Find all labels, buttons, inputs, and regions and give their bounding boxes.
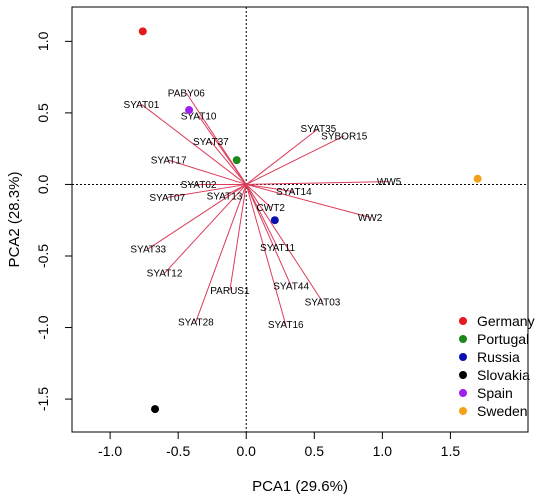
loading-vector-labels: PABY06 SYAT01 SYAT10 SYAT37 SYAT17 SYAT35SYBO… [124,88,402,331]
vector-line-cwt2 [245,184,272,208]
x-axis-title: PCA1 (29.6%) [252,478,348,495]
plot-frame [71,6,529,433]
vector-line-sybor15 [246,135,345,185]
vector-label-ww2: WW2 [358,213,383,224]
legend: Germany Portugal Russia Slovakia Spain Sweden [459,313,535,419]
x-tick-label: -1.0 [98,443,122,459]
vector-line-syat16 [245,184,287,325]
vector-label-cwt2: CWT2 [257,203,286,214]
vector-label-paby06: PABY06 [168,88,205,99]
x-tick-label: 0.0 [236,443,256,459]
legend-marker-germany [459,317,467,325]
vector-label-syat37: SYAT37 [193,137,229,148]
vector-line-syat17 [168,159,247,185]
legend-label-spain: Spain [477,385,513,401]
vector-label-syat33: SYAT33 [130,244,166,255]
vector-label-syat14: SYAT14 [276,187,312,198]
y-axis: -1.5 -1.0 -0.5 0.0 0.5 1.0 [35,31,73,411]
vector-label-syat12: SYAT12 [147,269,183,280]
legend-label-sweden: Sweden [477,403,528,419]
vector-label-syat35: SYAT35 [300,124,336,135]
vector-line-syat35 [245,128,319,185]
vector-line-syat03 [245,184,323,303]
vector-label-syat28: SYAT28 [178,317,214,328]
vector-line-parus1 [229,184,247,291]
vector-label-syat02: SYAT02 [181,180,217,191]
reference-lines [72,7,528,432]
x-tick-label: -0.5 [166,443,190,459]
vector-line-syat11 [245,184,278,248]
legend-marker-slovakia [459,371,467,379]
y-tick-label: -1.5 [35,387,51,411]
vector-label-syat03: SYAT03 [305,297,341,308]
vector-line-syat33 [147,184,247,250]
vector-line-syat44 [245,184,292,287]
vector-line-syat01 [141,103,247,185]
vector-line-syat14 [246,183,294,193]
vector-label-syat13: SYAT13 [207,191,243,202]
point-germany [138,27,147,36]
legend-marker-sweden [459,407,467,415]
vector-line-syat12 [164,184,247,274]
y-axis-title: PCA2 (28.3%) [6,172,23,268]
vector-label-syat16: SYAT16 [268,320,304,331]
vector-line-ww2 [246,183,371,218]
vector-line-syat37 [210,141,247,185]
legend-label-russia: Russia [477,349,520,365]
point-sweden [473,174,482,183]
vector-label-syat11: SYAT11 [260,243,295,254]
vector-label-syat17: SYAT17 [151,156,187,167]
vector-label-syat01: SYAT01 [124,100,160,111]
vector-line-syat10 [198,115,247,185]
x-tick-label: 1.0 [373,443,393,459]
legend-label-portugal: Portugal [477,331,529,347]
y-tick-label: 0.0 [35,174,51,194]
sample-points [138,27,482,414]
x-tick-label: 1.5 [441,443,461,459]
y-tick-label: -0.5 [35,244,51,268]
vector-label-sybor15: SYBOR15 [321,131,368,142]
point-russia [270,216,279,225]
vector-label-ww5: WW5 [377,177,402,188]
y-tick-label: 1.0 [35,31,51,51]
point-spain [185,106,194,115]
vector-line-syat07 [167,183,247,198]
vector-label-syat44: SYAT44 [273,282,309,293]
legend-marker-portugal [459,335,467,343]
point-portugal [232,156,241,165]
vector-label-syat07: SYAT07 [149,193,185,204]
legend-marker-russia [459,353,467,361]
x-tick-label: 0.5 [305,443,325,459]
vector-line-ww5 [246,181,390,185]
vector-line-syat28 [195,184,247,322]
legend-label-germany: Germany [477,313,535,329]
vector-label-syat10: SYAT10 [181,111,217,122]
vector-label-parus1: PARUS1 [210,286,250,297]
point-slovakia [151,405,160,414]
legend-label-slovakia: Slovakia [477,367,530,383]
legend-marker-spain [459,389,467,397]
y-tick-label: 0.5 [35,103,51,123]
loading-vectors [141,92,390,325]
y-tick-label: -1.0 [35,315,51,339]
x-axis: -1.0 -0.5 0.0 0.5 1.0 1.5 [98,431,461,459]
